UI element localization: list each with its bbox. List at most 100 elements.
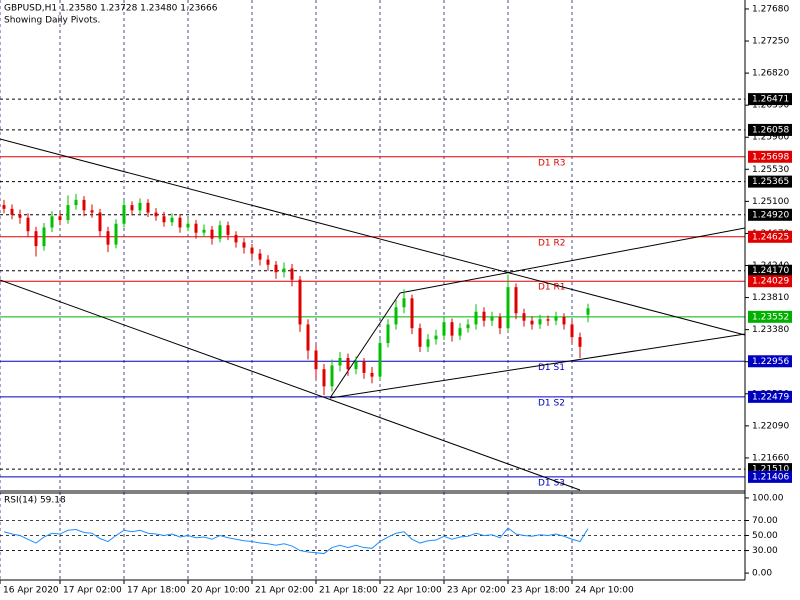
candle-body: [434, 335, 438, 340]
level-label: 1.21510: [752, 465, 789, 475]
candle-body: [266, 259, 270, 265]
candle-body: [162, 216, 166, 223]
candle-body: [138, 202, 142, 211]
pivot-label: D1 S3: [538, 478, 565, 488]
candle-body: [570, 324, 574, 338]
level-label: 1.24625: [752, 232, 789, 242]
candle-body: [154, 212, 158, 217]
candle-body: [274, 264, 278, 273]
y-tick-label: 1.23810: [752, 293, 789, 303]
candle-body: [586, 308, 590, 315]
candle-body: [282, 268, 286, 273]
trend-line: [0, 138, 746, 336]
candle-body: [338, 357, 342, 366]
candle-body: [258, 253, 262, 260]
candle-body: [82, 199, 86, 211]
candle-body: [290, 268, 294, 280]
candle-body: [314, 350, 318, 370]
trend-line: [329, 292, 401, 399]
pivot-label: D1 R3: [538, 158, 566, 168]
level-label: 1.22479: [752, 392, 789, 402]
candle-body: [562, 316, 566, 325]
pivot-label: D1 S1: [538, 363, 565, 373]
level-label-box: [748, 310, 792, 323]
level-label-box: [748, 230, 792, 243]
indicator-line: [3, 527, 589, 555]
candle-body: [106, 231, 110, 245]
candle-body: [442, 322, 446, 336]
candle-body: [66, 205, 70, 221]
candle-body: [242, 242, 246, 248]
y-tick-label: 1.21660: [752, 453, 789, 463]
candle-body: [194, 223, 198, 233]
candle-body: [306, 324, 310, 351]
candle-body: [346, 357, 350, 370]
candle-body: [122, 205, 126, 224]
y-tick-label: 1.25100: [752, 197, 789, 207]
candle-body: [10, 208, 14, 215]
candle-body: [226, 225, 230, 235]
candle-body: [514, 287, 518, 314]
level-label-box: [748, 208, 792, 221]
candle-body: [578, 337, 582, 347]
candles: [2, 193, 590, 396]
candle-body: [234, 234, 238, 243]
candle-body: [410, 298, 414, 329]
y-tick-label: 1.26390: [752, 101, 789, 111]
candle-body: [146, 202, 150, 213]
candle-body: [98, 212, 102, 232]
level-label: 1.24170: [752, 266, 789, 276]
candle-body: [418, 328, 422, 347]
level-label-box: [748, 355, 792, 368]
level-label: 1.21406: [752, 472, 789, 482]
x-tick-label: 23 Apr 02:00: [447, 586, 506, 596]
indicator-tick-label: 100.00: [752, 493, 784, 503]
candle-body: [250, 247, 254, 254]
candle-body: [522, 313, 526, 321]
pivot-label: D1 S2: [538, 398, 565, 408]
candle-body: [178, 217, 182, 228]
candle-body: [186, 223, 190, 228]
trend-line: [399, 227, 746, 294]
candle-body: [498, 316, 502, 329]
trend-line: [329, 333, 746, 399]
x-tick-label: 20 Apr 10:00: [191, 586, 250, 596]
candle-body: [466, 324, 470, 329]
y-tick-label: 1.26820: [752, 69, 789, 79]
rsi-panel: [0, 520, 745, 555]
candle-body: [546, 319, 550, 321]
level-label-box: [748, 150, 792, 163]
y-tick-label: 1.25530: [752, 165, 789, 175]
level-label: 1.23552: [752, 312, 789, 322]
level-label: 1.24029: [752, 277, 789, 287]
indicator-tick-label: 70.00: [752, 516, 778, 526]
level-label-box: [748, 93, 792, 106]
x-tick-label: 17 Apr 02:00: [63, 586, 122, 596]
pivot-label: D1 R2: [538, 238, 566, 248]
level-label: 1.25698: [752, 152, 789, 162]
pivot-label: D1 R1: [538, 283, 566, 293]
level-label: 1.25365: [752, 177, 789, 187]
candle-body: [386, 324, 390, 344]
candle-body: [18, 214, 22, 218]
candle-body: [170, 217, 174, 223]
candle-body: [482, 311, 486, 321]
candle-body: [474, 311, 478, 325]
x-tick-label: 23 Apr 18:00: [511, 586, 570, 596]
x-tick-label: 17 Apr 18:00: [127, 586, 186, 596]
candle-body: [450, 322, 454, 336]
y-tick-label: 1.25960: [752, 133, 789, 143]
candle-body: [202, 229, 206, 233]
candle-body: [330, 365, 334, 387]
candle-body: [354, 361, 358, 370]
level-label-box: [748, 264, 792, 277]
candle-body: [42, 227, 46, 247]
y-tick-label: 1.23380: [752, 325, 789, 335]
trend-lines: [0, 138, 746, 491]
candle-body: [554, 316, 558, 321]
candle-body: [34, 231, 38, 247]
level-label-box: [748, 175, 792, 188]
candle-body: [530, 320, 534, 325]
axes: 16 Apr 2020 17 Apr 02:00 17 Apr 18:00 20 Ap…: [0, 4, 792, 596]
